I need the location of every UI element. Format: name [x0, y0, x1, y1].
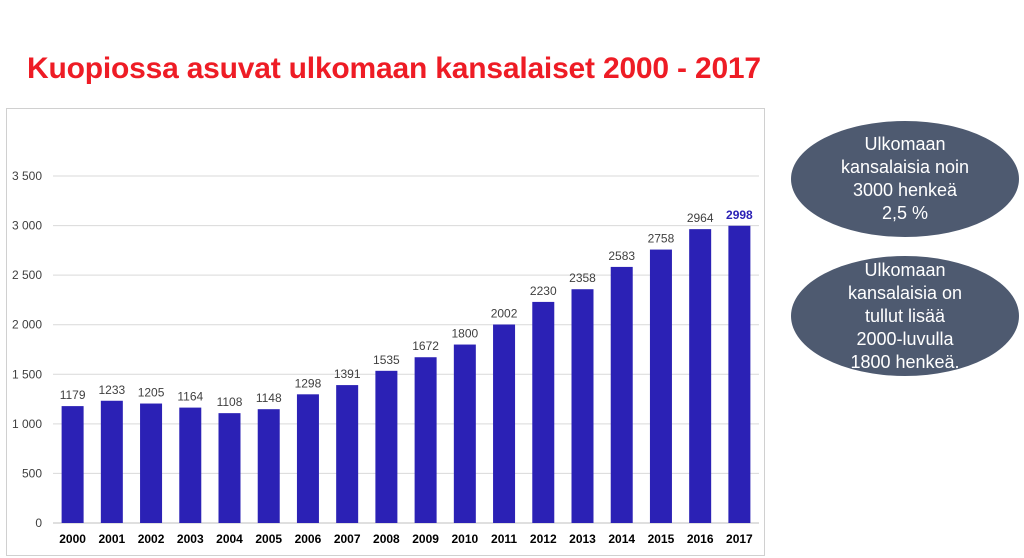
x-tick-label: 2000 — [59, 532, 86, 546]
x-tick-label: 2002 — [138, 532, 165, 546]
bar — [532, 301, 555, 523]
x-tick-label: 2007 — [334, 532, 361, 546]
data-label: 1148 — [256, 391, 282, 405]
data-label: 2583 — [608, 249, 635, 263]
data-label: 1535 — [373, 353, 400, 367]
x-tick-label: 2001 — [98, 532, 125, 546]
bar — [100, 400, 123, 523]
x-tick-label: 2011 — [491, 532, 517, 546]
x-tick-label: 2012 — [530, 532, 557, 546]
y-tick-label: 2 500 — [12, 268, 42, 282]
bar — [375, 370, 398, 523]
callout-total-bubble: Ulkomaan kansalaisia noin 3000 henkeä 2,… — [791, 121, 1019, 237]
data-label: 1205 — [138, 386, 165, 400]
bar-chart: 0 500 1 000 1 500 2 000 2 500 3 000 3 500 1179 20… — [12, 169, 759, 546]
x-tick-label: 2010 — [451, 532, 478, 546]
bar — [336, 385, 359, 523]
data-label: 1233 — [98, 383, 125, 397]
callout-increase-text: Ulkomaan kansalaisia on tullut lisää 200… — [847, 259, 963, 372]
bar — [610, 266, 633, 523]
chart-title: Kuopiossa asuvat ulkomaan kansalaiset 20… — [27, 52, 761, 85]
x-tick-label: 2014 — [608, 532, 635, 546]
data-label: 2758 — [648, 232, 675, 246]
y-tick-label: 1 000 — [12, 417, 42, 431]
bar — [571, 289, 594, 523]
y-tick-label: 3 000 — [12, 219, 42, 233]
bar — [728, 225, 751, 523]
y-tick-label: 3 500 — [12, 169, 42, 183]
callout-total-text: Ulkomaan kansalaisia noin 3000 henkeä 2,… — [840, 134, 970, 223]
y-tick-label: 0 — [35, 516, 42, 530]
x-tick-label: 2006 — [295, 532, 322, 546]
data-label: 1672 — [412, 339, 439, 353]
bar — [649, 249, 672, 523]
x-tick-label: 2005 — [255, 532, 282, 546]
x-tick-label: 2015 — [648, 532, 675, 546]
data-label: 1391 — [334, 367, 361, 381]
chart-area: 0 500 1 000 1 500 2 000 2 500 3 000 3 500 1179 20… — [6, 108, 765, 556]
bar — [257, 409, 280, 523]
data-label: 2964 — [687, 211, 714, 225]
data-label: 2230 — [530, 284, 557, 298]
y-tick-label: 1 500 — [12, 367, 42, 381]
data-label: 2358 — [569, 271, 596, 285]
y-tick-label: 500 — [22, 466, 42, 480]
bar — [453, 344, 476, 523]
x-tick-label: 2008 — [373, 532, 400, 546]
bar — [61, 406, 84, 523]
data-label: 1179 — [60, 388, 86, 402]
bar — [689, 229, 712, 523]
bar — [414, 357, 437, 523]
data-label: 1800 — [451, 327, 478, 341]
x-tick-label: 2013 — [569, 532, 596, 546]
data-label: 1108 — [217, 395, 243, 409]
bar — [493, 324, 516, 523]
bar — [179, 407, 202, 523]
x-tick-label: 2003 — [177, 532, 204, 546]
bar — [296, 394, 319, 523]
x-tick-label: 2009 — [412, 532, 439, 546]
data-label: 1298 — [295, 376, 322, 390]
data-label: 1164 — [177, 390, 203, 404]
bar — [218, 413, 241, 523]
x-tick-label: 2017 — [726, 532, 753, 546]
x-tick-label: 2004 — [216, 532, 243, 546]
x-tick-label: 2016 — [687, 532, 714, 546]
data-label: 2002 — [491, 307, 518, 321]
y-tick-label: 2 000 — [12, 318, 42, 332]
bar — [140, 403, 163, 523]
data-label: 2998 — [726, 208, 753, 222]
callout-increase-bubble: Ulkomaan kansalaisia on tullut lisää 200… — [791, 256, 1019, 376]
